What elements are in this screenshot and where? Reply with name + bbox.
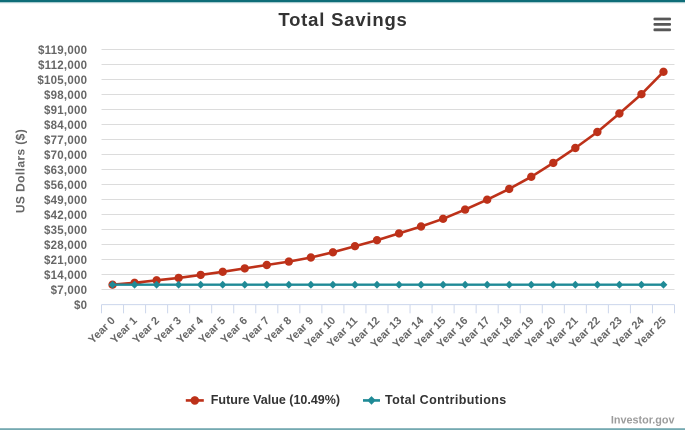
svg-text:$49,000: $49,000 bbox=[44, 195, 87, 207]
svg-text:Total Contributions: Total Contributions bbox=[385, 393, 507, 407]
svg-text:$28,000: $28,000 bbox=[44, 240, 87, 252]
svg-text:$42,000: $42,000 bbox=[44, 210, 87, 222]
svg-text:$0: $0 bbox=[74, 300, 87, 312]
svg-text:Future Value (10.49%): Future Value (10.49%) bbox=[211, 393, 340, 407]
svg-text:$84,000: $84,000 bbox=[44, 120, 87, 132]
svg-text:Total Savings: Total Savings bbox=[278, 9, 407, 30]
svg-text:$105,000: $105,000 bbox=[37, 75, 87, 87]
svg-text:$91,000: $91,000 bbox=[44, 105, 87, 117]
svg-text:$77,000: $77,000 bbox=[44, 135, 87, 147]
svg-text:$63,000: $63,000 bbox=[44, 165, 87, 177]
svg-text:$35,000: $35,000 bbox=[44, 225, 87, 237]
svg-text:$98,000: $98,000 bbox=[44, 90, 87, 102]
svg-text:$112,000: $112,000 bbox=[38, 60, 87, 72]
svg-text:$119,000: $119,000 bbox=[38, 45, 87, 57]
svg-text:$21,000: $21,000 bbox=[44, 255, 87, 267]
svg-text:$56,000: $56,000 bbox=[44, 180, 87, 192]
svg-text:$70,000: $70,000 bbox=[44, 150, 87, 162]
svg-text:Investor.gov: Investor.gov bbox=[611, 414, 675, 426]
svg-text:$7,000: $7,000 bbox=[51, 285, 88, 297]
svg-text:US Dollars ($): US Dollars ($) bbox=[14, 129, 28, 213]
svg-text:$14,000: $14,000 bbox=[44, 270, 87, 282]
